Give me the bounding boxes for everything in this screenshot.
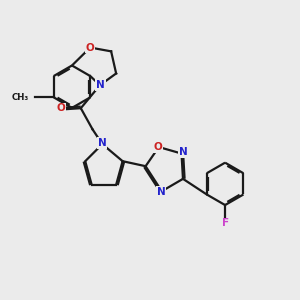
Text: O: O [56,103,65,113]
Text: F: F [221,218,229,228]
Text: N: N [96,80,105,90]
Text: O: O [154,142,162,152]
Text: N: N [179,147,188,157]
Text: N: N [157,187,166,197]
Text: O: O [86,43,94,52]
Text: N: N [98,138,107,148]
Text: CH₃: CH₃ [12,93,29,102]
